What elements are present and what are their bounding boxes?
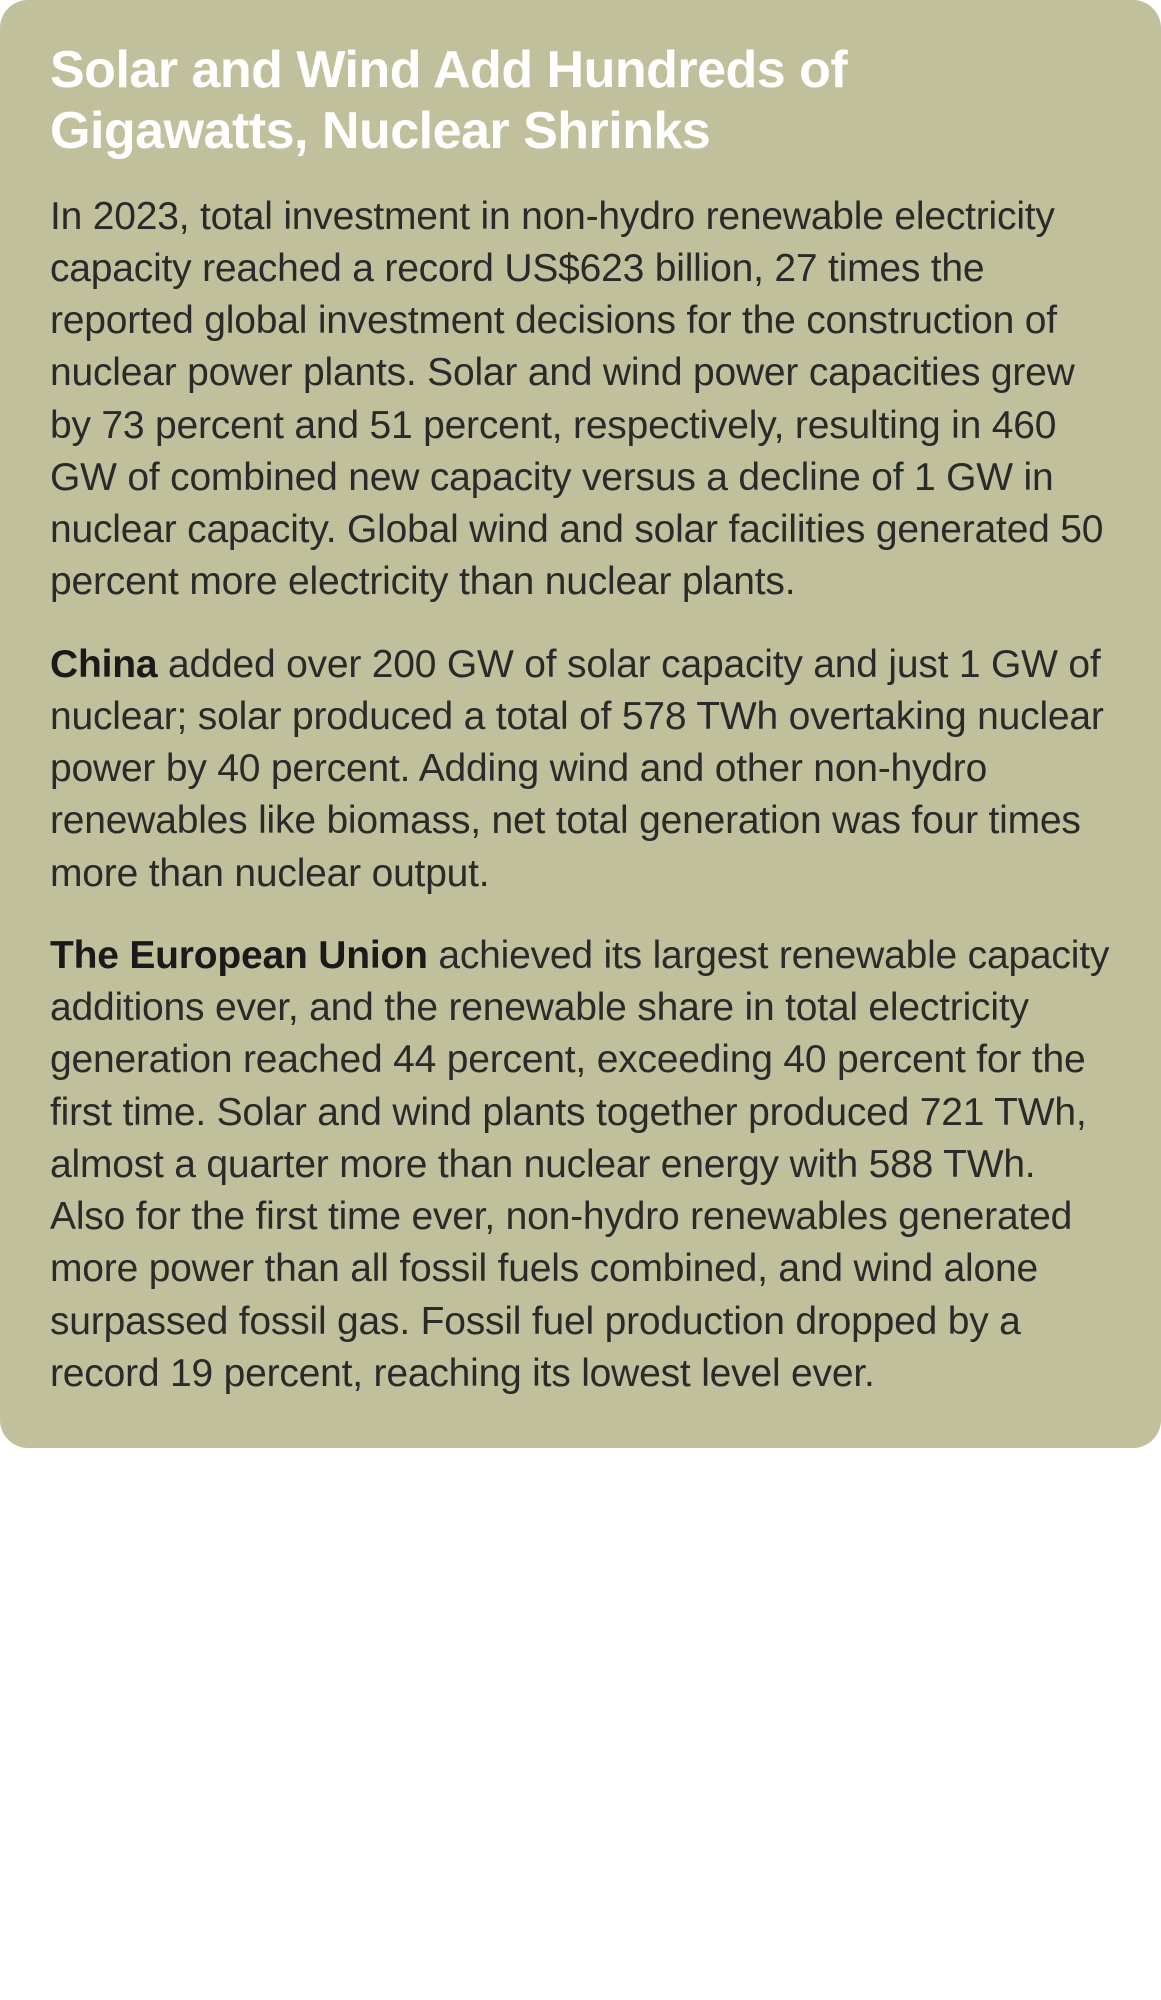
info-card: Solar and Wind Add Hundreds of Gigawatts… (0, 0, 1161, 1448)
paragraph-text: added over 200 GW of solar capacity and … (50, 643, 1104, 895)
paragraph-lead: China (50, 643, 157, 686)
paragraph-lead: The European Union (50, 934, 428, 977)
card-paragraph: The European Union achieved its largest … (50, 930, 1111, 1400)
paragraph-text: In 2023, total investment in non-hydro r… (50, 195, 1103, 604)
card-title: Solar and Wind Add Hundreds of Gigawatts… (50, 40, 1111, 163)
card-paragraph: China added over 200 GW of solar capacit… (50, 639, 1111, 900)
card-paragraph: In 2023, total investment in non-hydro r… (50, 191, 1111, 609)
paragraph-text: achieved its largest renewable capacity … (50, 934, 1109, 1395)
